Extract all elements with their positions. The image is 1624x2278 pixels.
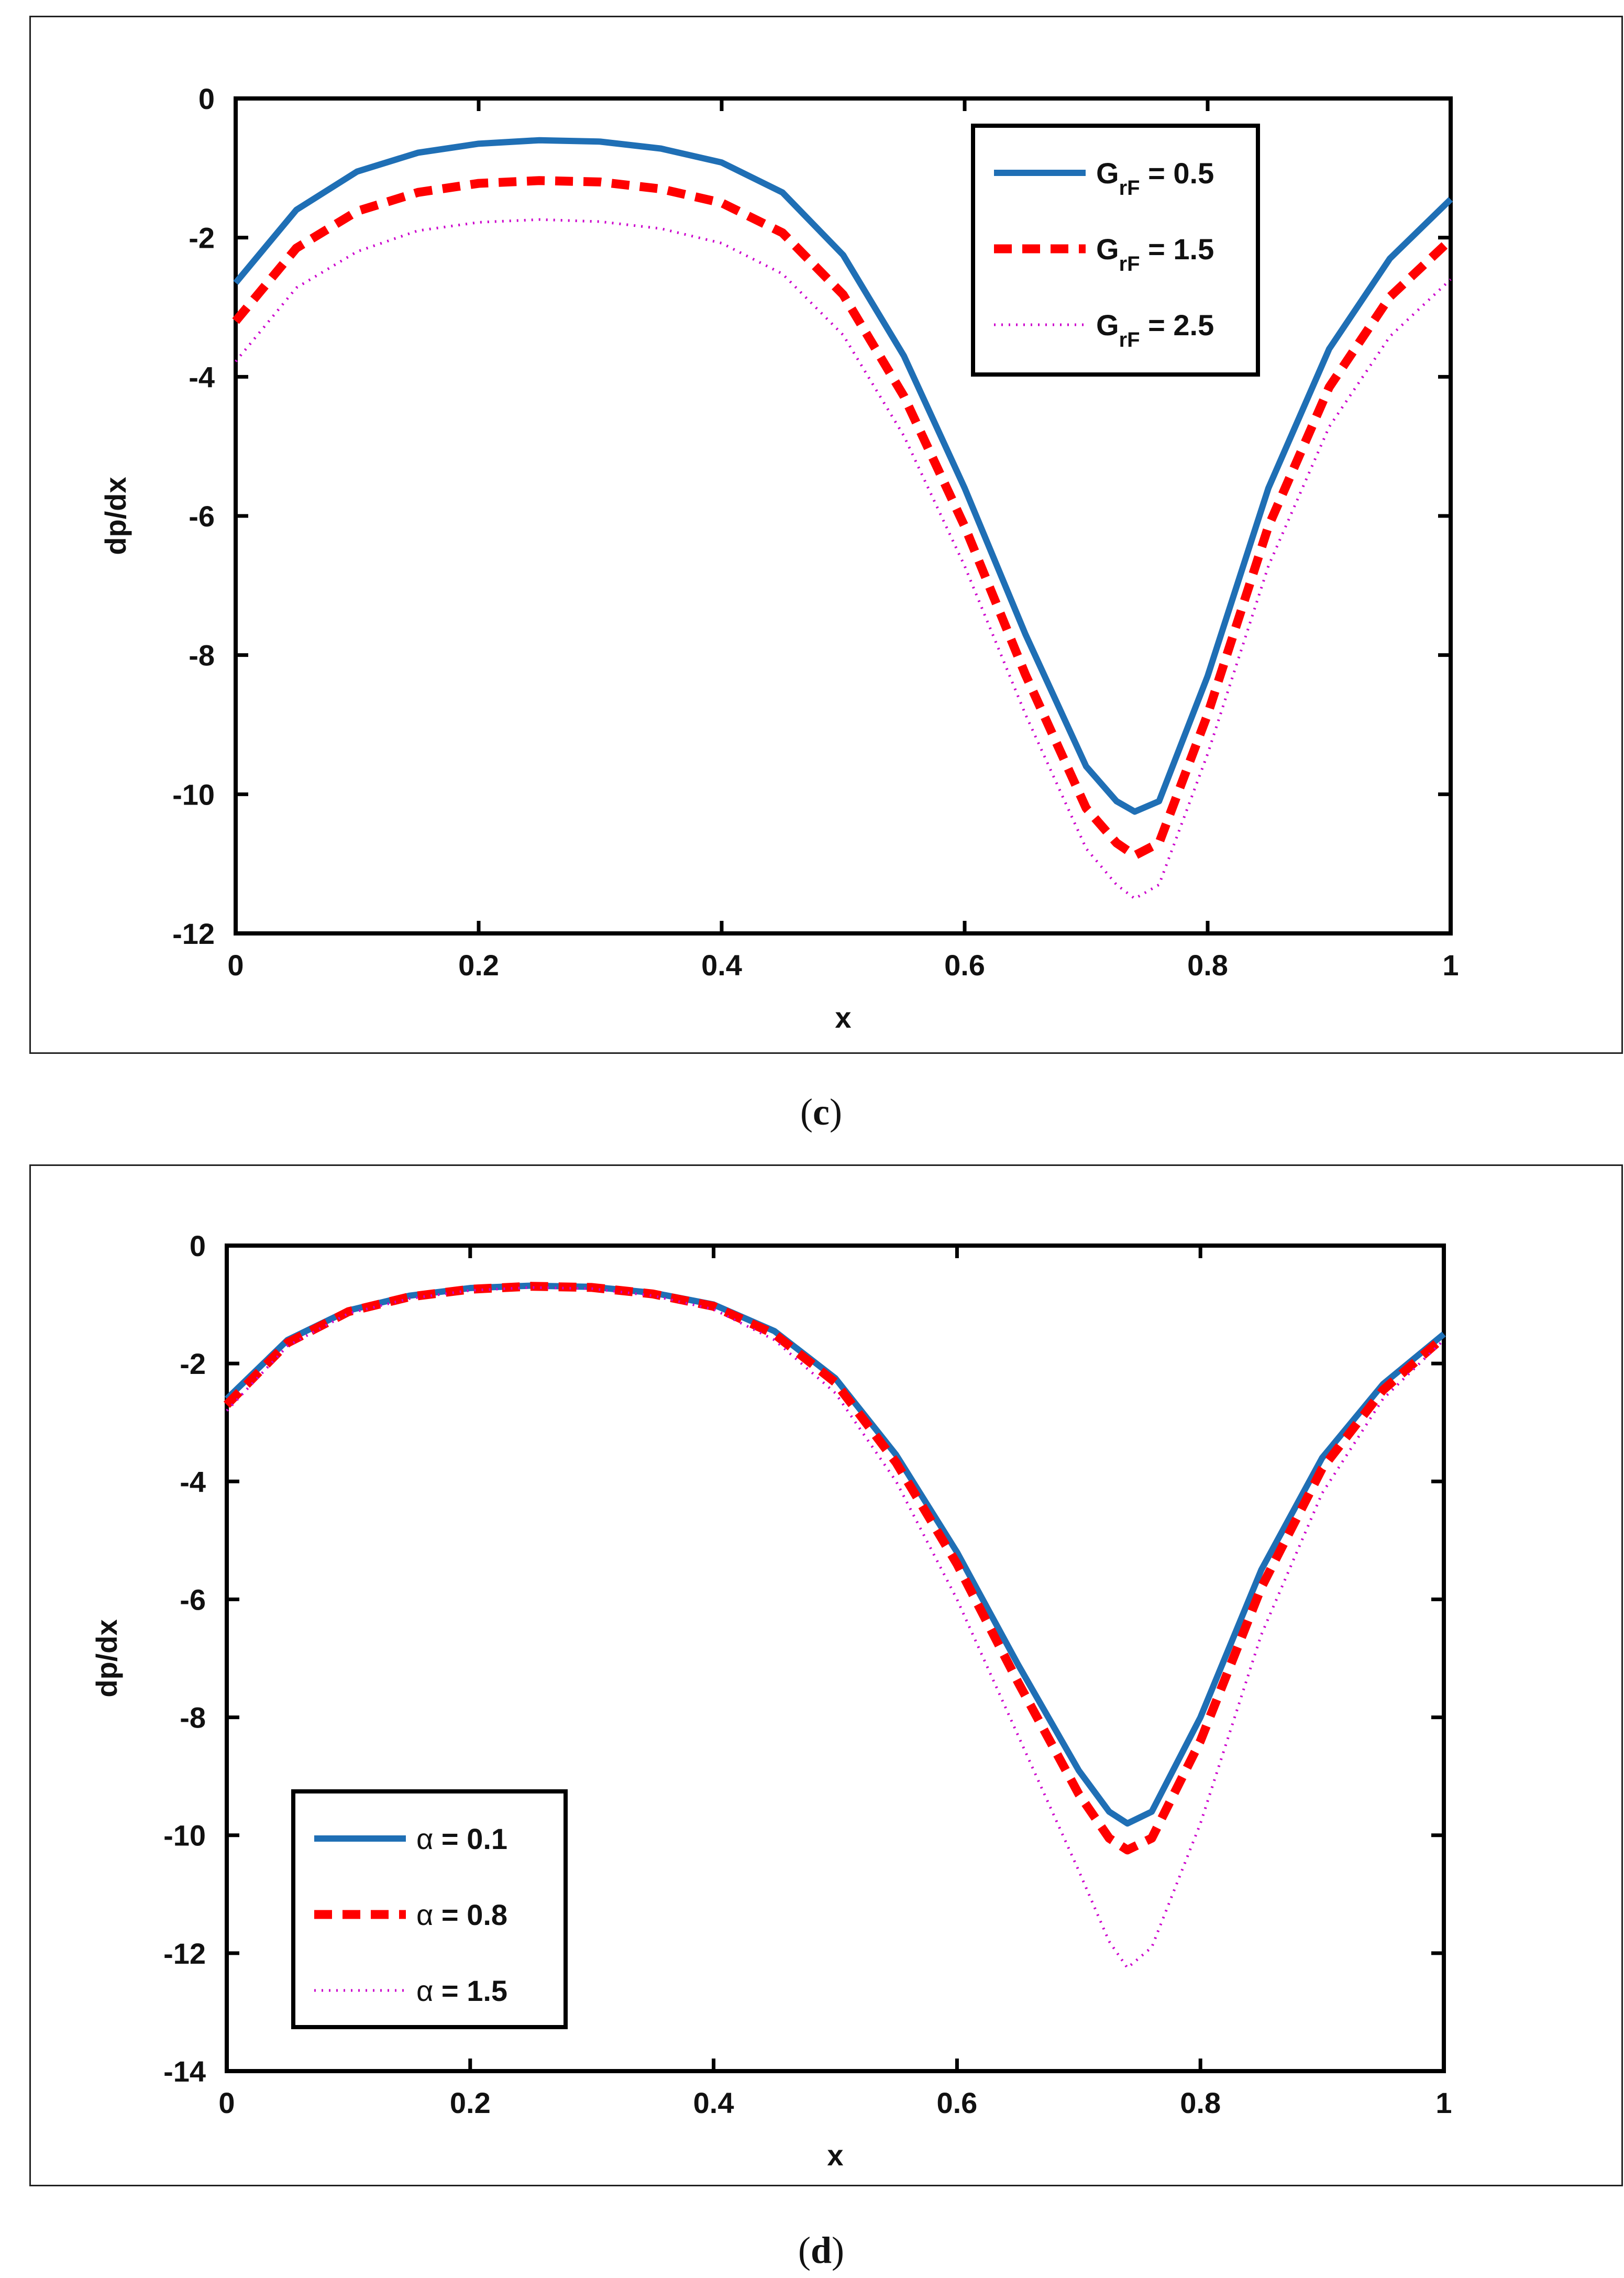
y-tick-label: -2 bbox=[180, 1347, 206, 1380]
legend-label-1: GrF = 0.5 bbox=[1096, 157, 1214, 200]
x-tick-label: 0.6 bbox=[944, 949, 985, 982]
legend-c: GrF = 0.5 GrF = 1.5 GrF = 2.5 bbox=[971, 124, 1260, 377]
y-axis-label: dp/dx bbox=[99, 477, 132, 555]
y-tick-label: -4 bbox=[189, 360, 215, 393]
series-line-2 bbox=[232, 176, 1454, 860]
x-tick-label: 0.4 bbox=[693, 2086, 734, 2119]
panel-c-caption-letter: c bbox=[813, 1091, 830, 1133]
x-tick-label: 0 bbox=[218, 2086, 235, 2119]
x-tick-label: 0.2 bbox=[458, 949, 499, 982]
y-tick-label: -6 bbox=[189, 500, 215, 533]
y-tick-label: -12 bbox=[163, 1937, 206, 1970]
y-tick-label: -4 bbox=[180, 1465, 206, 1498]
legend-label-2: α = 0.8 bbox=[416, 1898, 507, 1931]
x-axis-label: x bbox=[835, 1001, 851, 1034]
series-line-1 bbox=[224, 1282, 1446, 1827]
series-line-1 bbox=[233, 137, 1453, 815]
legend-box bbox=[971, 124, 1260, 377]
y-tick-label: -14 bbox=[163, 2055, 206, 2088]
panel-d-caption-letter: d bbox=[810, 2229, 832, 2271]
x-tick-label: 0.2 bbox=[450, 2086, 491, 2119]
series-line-3 bbox=[235, 218, 1452, 900]
x-tick-label: 0.6 bbox=[936, 2086, 977, 2119]
y-axis-label: dp/dx bbox=[90, 1619, 123, 1697]
y-tick-label: -12 bbox=[172, 917, 215, 950]
legend-label-1: α = 0.1 bbox=[416, 1822, 507, 1855]
y-tick-label: -2 bbox=[189, 222, 215, 255]
legend-label-2: GrF = 1.5 bbox=[1096, 233, 1214, 276]
chart-d: 0 0.2 0.4 0.6 0.8 1 0 -2 -4 -6 -8 -10 -12 -14 x dp/dx α … bbox=[90, 1229, 1452, 2172]
series-line-2 bbox=[223, 1282, 1447, 1855]
panel-d-caption: (d) bbox=[798, 2229, 844, 2271]
y-tick-label: -8 bbox=[189, 639, 215, 672]
legend-label-3: GrF = 2.5 bbox=[1096, 309, 1214, 351]
y-tick-label: -10 bbox=[163, 1819, 206, 1852]
y-tick-label: -8 bbox=[180, 1701, 206, 1734]
y-tick-label: -6 bbox=[180, 1583, 206, 1616]
y-tick-label: -10 bbox=[172, 778, 215, 811]
legend-box bbox=[291, 1789, 568, 2029]
x-axis-label: x bbox=[827, 2139, 843, 2172]
chart-c: 0 0.2 0.4 0.6 0.8 1 0 -2 -4 -6 -8 -10 -12 x dp/dx GrF =… bbox=[99, 82, 1459, 1034]
x-tick-label: 0.8 bbox=[1180, 2086, 1221, 2119]
panel-c-frame bbox=[29, 16, 1623, 1054]
x-tick-label: 1 bbox=[1435, 2086, 1452, 2119]
panel-c-caption: (c) bbox=[800, 1091, 842, 1133]
x-tick-label: 0.4 bbox=[701, 949, 742, 982]
y-tick-label: 0 bbox=[190, 1229, 206, 1262]
legend-d: α = 0.1 α = 0.8 α = 1.5 bbox=[291, 1789, 568, 2029]
legend-label-3: α = 1.5 bbox=[416, 1974, 507, 2007]
x-tick-label: 0 bbox=[227, 949, 244, 982]
x-tick-label: 0.8 bbox=[1187, 949, 1228, 982]
plot-area-d bbox=[225, 1243, 1446, 2073]
y-tick-label: 0 bbox=[198, 82, 215, 115]
x-tick-label: 1 bbox=[1442, 949, 1459, 982]
